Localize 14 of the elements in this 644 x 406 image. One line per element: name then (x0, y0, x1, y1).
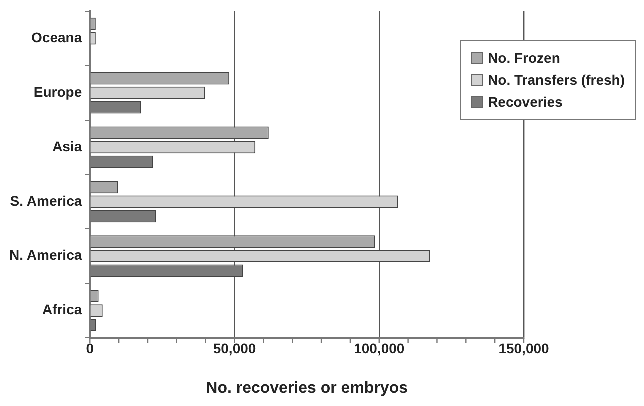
legend-label: Recoveries (488, 93, 563, 112)
x-tick-label: 100,000 (354, 340, 405, 356)
y-tick-label: N. America (10, 247, 82, 264)
x-tick-label: 0 (86, 340, 94, 356)
x-tick-label: 150,000 (498, 340, 550, 356)
x-tick-label: 50,000 (213, 340, 256, 356)
legend-label: No. Frozen (488, 49, 560, 68)
x-axis-title: No. recoveries or embryos (206, 380, 408, 397)
y-tick-label: Africa (42, 302, 82, 318)
legend-label: No. Transfers (fresh) (488, 71, 625, 90)
y-tick-label: Oceana (32, 29, 82, 46)
y-tick-label: Europe (34, 84, 82, 100)
y-tick-label: Asia (52, 138, 82, 154)
y-tick-label: S. America (10, 192, 82, 209)
